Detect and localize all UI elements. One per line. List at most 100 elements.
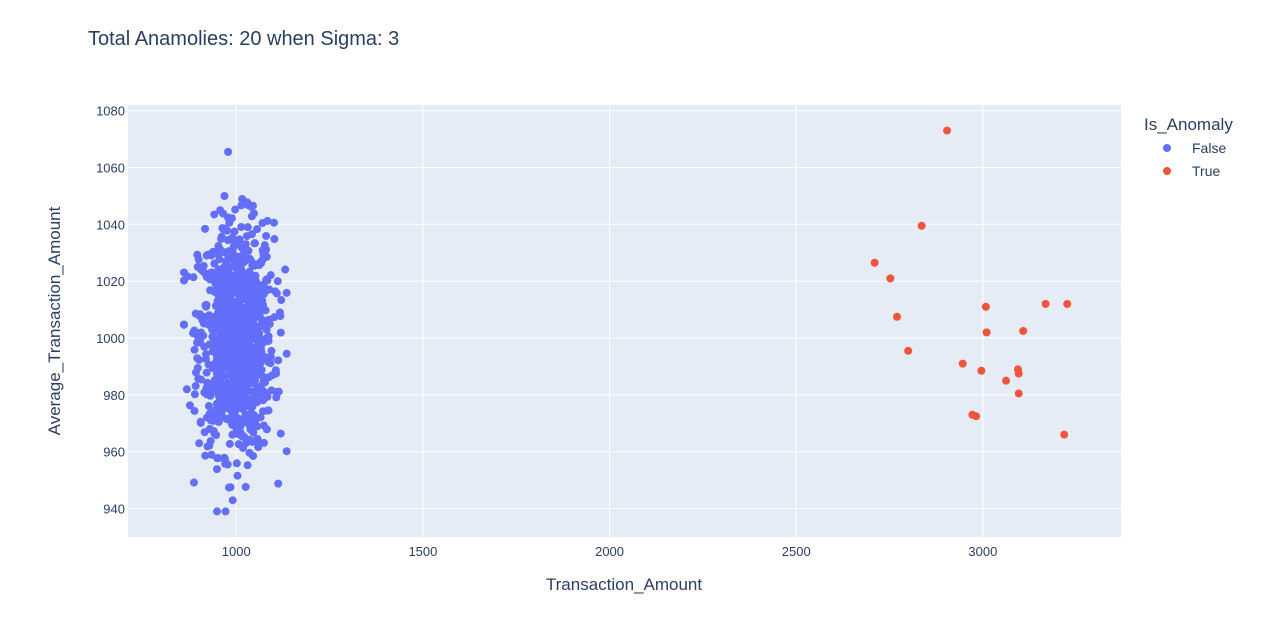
point-false — [250, 309, 259, 318]
point-false — [235, 368, 244, 376]
point-false — [233, 258, 242, 267]
x-tick-label: 2500 — [782, 544, 811, 559]
point-false — [190, 345, 199, 354]
point-false — [222, 285, 231, 294]
point-false — [189, 478, 198, 487]
point-false — [247, 336, 256, 345]
y-tick-label: 940 — [103, 502, 125, 517]
point-false — [250, 346, 259, 355]
point-false — [245, 436, 254, 445]
point-false — [201, 224, 210, 233]
point-false — [209, 427, 218, 436]
point-false — [206, 416, 215, 425]
point-false — [219, 401, 228, 410]
y-gridlines — [128, 110, 1121, 510]
point-false — [272, 393, 281, 402]
point-false — [247, 230, 256, 239]
point-false — [261, 306, 270, 315]
point-false — [256, 286, 265, 295]
point-false — [245, 254, 254, 263]
point-false — [245, 415, 254, 424]
legend-item-true[interactable]: True — [1163, 163, 1220, 179]
point-false — [256, 358, 265, 367]
point-false — [211, 301, 220, 310]
point-false — [232, 459, 241, 468]
y-tick-label: 1000 — [96, 331, 125, 346]
point-false — [196, 417, 205, 426]
point-false — [282, 288, 291, 297]
point-false — [221, 344, 230, 353]
point-true — [981, 302, 990, 311]
point-false — [229, 364, 238, 373]
point-false — [227, 349, 236, 358]
point-false — [231, 302, 240, 311]
point-false — [260, 241, 269, 250]
point-false — [217, 361, 226, 370]
y-tick-label: 980 — [103, 388, 125, 403]
point-false — [220, 192, 229, 201]
point-false — [199, 331, 208, 340]
point-false — [247, 212, 256, 221]
point-false — [267, 346, 276, 355]
point-false — [208, 332, 217, 341]
point-false — [241, 391, 250, 400]
point-false — [237, 223, 246, 232]
point-true — [1002, 376, 1011, 385]
point-false — [268, 371, 277, 380]
point-false — [243, 303, 252, 312]
point-false — [203, 442, 212, 451]
point-false — [276, 312, 285, 321]
point-false — [222, 324, 231, 333]
legend-marker-true — [1163, 167, 1171, 175]
point-false — [212, 285, 221, 294]
point-false — [224, 147, 233, 156]
x-tick-label: 1500 — [408, 544, 437, 559]
point-false — [212, 347, 221, 355]
point-false — [256, 322, 265, 331]
point-false — [231, 205, 240, 214]
point-false — [208, 272, 217, 281]
point-false — [219, 263, 228, 272]
point-false — [228, 496, 237, 505]
point-false — [259, 438, 268, 447]
point-false — [274, 479, 283, 488]
point-false — [282, 447, 291, 456]
point-false — [236, 290, 245, 299]
point-false — [225, 483, 234, 492]
x-tick-label: 3000 — [968, 544, 997, 559]
point-false — [224, 331, 233, 340]
point-false — [264, 336, 273, 345]
point-false — [235, 238, 244, 247]
point-false — [192, 368, 200, 377]
point-true — [943, 126, 952, 135]
legend-item-false[interactable]: False — [1163, 140, 1226, 156]
point-true — [870, 258, 879, 267]
plot-area — [128, 105, 1121, 537]
point-false — [239, 253, 248, 262]
point-false — [216, 245, 225, 254]
point-false — [249, 283, 258, 292]
point-false — [228, 233, 237, 242]
x-tick-labels: 1000 1500 2000 2500 3000 — [222, 544, 998, 559]
point-false — [217, 409, 226, 418]
point-false — [190, 326, 199, 335]
point-false — [189, 273, 198, 282]
point-false — [220, 273, 229, 282]
point-false — [190, 390, 199, 399]
point-true — [982, 328, 991, 337]
point-false — [225, 439, 234, 448]
point-false — [236, 375, 245, 384]
y-axis-label: Average_Transaction_Amount — [45, 206, 64, 435]
point-false — [240, 336, 249, 345]
point-false — [216, 382, 225, 391]
point-false — [222, 415, 231, 424]
point-false — [219, 209, 228, 218]
point-false — [213, 507, 222, 516]
point-false — [196, 375, 205, 384]
point-false — [214, 454, 223, 463]
point-false — [242, 358, 251, 367]
point-false — [220, 453, 229, 462]
point-false — [185, 401, 194, 410]
